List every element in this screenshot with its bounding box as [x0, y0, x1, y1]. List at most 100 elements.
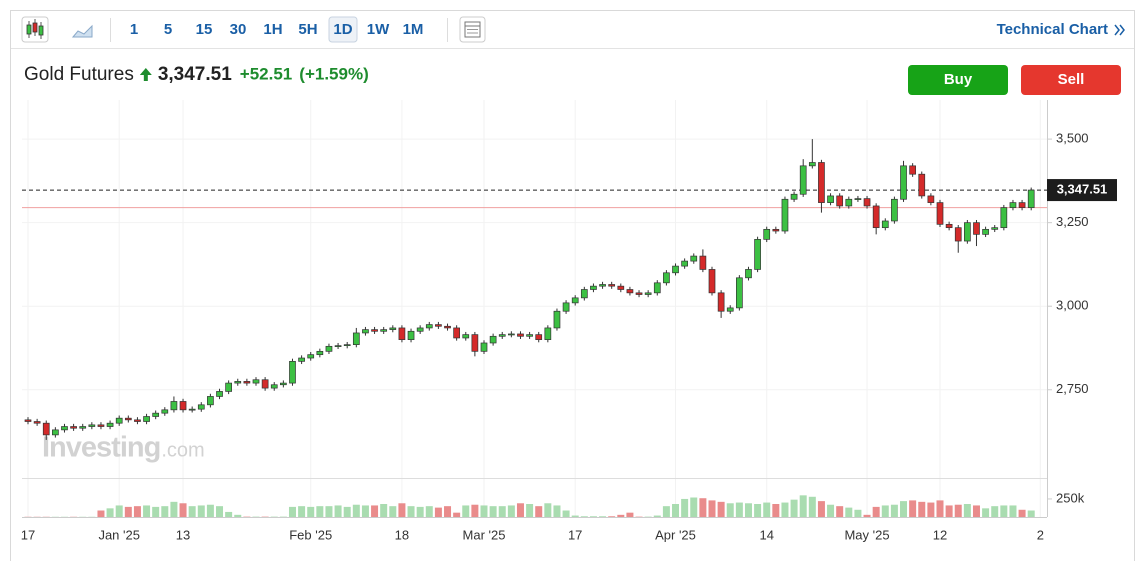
- candle-body: [891, 198, 898, 222]
- table-icon[interactable]: [459, 16, 486, 43]
- candle-body: [781, 198, 789, 232]
- interval-button[interactable]: 5: [164, 21, 172, 38]
- candle-body: [517, 333, 524, 337]
- candle-body: [508, 333, 515, 336]
- last-price-tag: [1047, 179, 1117, 202]
- volume-bar: [699, 498, 707, 517]
- candle-body: [389, 327, 397, 330]
- volume-bar: [626, 512, 634, 517]
- candle-body: [544, 327, 552, 340]
- volume-bar: [516, 503, 524, 517]
- interval-button[interactable]: 1H: [263, 21, 282, 38]
- candle-body: [197, 404, 205, 410]
- candle-body: [234, 381, 242, 384]
- x-tick-label: 12: [933, 527, 947, 542]
- candle-body: [61, 426, 68, 431]
- volume-bar: [681, 498, 689, 517]
- candle-body: [352, 332, 360, 345]
- x-tick-label: 2: [1037, 527, 1044, 542]
- buy-label[interactable]: Buy: [944, 71, 973, 88]
- interval-button[interactable]: 5H: [298, 21, 317, 38]
- volume-bar: [863, 514, 871, 517]
- candle-body: [635, 292, 643, 295]
- interval-button[interactable]: 1: [130, 21, 138, 38]
- sell-label[interactable]: Sell: [1058, 71, 1085, 88]
- candle-body: [134, 419, 141, 422]
- volume-bar: [489, 506, 497, 517]
- candle-body: [918, 173, 926, 197]
- last-price: 3,347.51: [158, 64, 232, 85]
- volume-bar: [754, 504, 762, 517]
- volume-bar: [316, 506, 324, 517]
- candle-body: [909, 165, 916, 175]
- volume-bar: [672, 504, 680, 517]
- volume-bar: [389, 506, 397, 517]
- candle-body: [1027, 189, 1035, 208]
- candle-body: [708, 269, 716, 294]
- candle-body: [24, 419, 32, 422]
- volume-bar: [890, 504, 898, 517]
- candle-body: [143, 416, 150, 422]
- y-tick-label: 3,500: [1056, 131, 1089, 146]
- volume-bar: [909, 500, 917, 517]
- volume-bar: [453, 512, 461, 517]
- candle-body: [435, 324, 442, 327]
- candle-body: [982, 228, 989, 235]
- buy-button-bg[interactable]: [908, 65, 1008, 95]
- volume-bar: [188, 506, 196, 517]
- volume-bar: [854, 509, 862, 517]
- y-tick-label: 3,000: [1056, 298, 1089, 313]
- candle-body: [562, 302, 570, 312]
- candle-body: [70, 426, 77, 429]
- interval-button[interactable]: 15: [196, 21, 213, 38]
- volume-bar: [161, 506, 169, 517]
- sell-button[interactable]: Sell: [1021, 65, 1121, 95]
- sell-button-bg[interactable]: [1021, 65, 1121, 95]
- interval-button[interactable]: 1M: [403, 21, 424, 38]
- candle-body: [526, 334, 533, 337]
- candle-icon[interactable]: [21, 16, 49, 43]
- candle-body: [270, 384, 278, 389]
- volume-bar: [325, 506, 333, 517]
- volume-bar: [352, 504, 360, 517]
- volume-bar: [124, 506, 132, 517]
- volume-tick-label: 250k: [1056, 490, 1085, 505]
- volume-bar: [507, 505, 515, 517]
- candle-body: [52, 429, 59, 436]
- buy-button[interactable]: Buy: [908, 65, 1008, 95]
- volume-bar: [1018, 509, 1026, 517]
- candle-body: [407, 330, 415, 340]
- area-icon[interactable]: [71, 24, 93, 38]
- candle-body: [535, 334, 543, 340]
- volume-bar: [288, 506, 296, 517]
- interval-button[interactable]: 30: [230, 21, 247, 38]
- candle-body: [881, 220, 889, 229]
- volume-bar: [416, 506, 424, 517]
- volume-bar: [963, 504, 971, 517]
- volume-bar: [900, 501, 908, 517]
- volume-bar: [790, 499, 798, 517]
- candle-body: [42, 422, 50, 436]
- candle-body: [471, 334, 479, 352]
- volume-bar: [462, 505, 470, 517]
- candle-body: [991, 227, 999, 230]
- volume-bar: [298, 506, 306, 517]
- candle-body: [161, 409, 169, 414]
- volume-bar: [216, 506, 224, 517]
- x-tick-label: 14: [759, 527, 773, 542]
- volume-bar: [772, 504, 780, 517]
- candle-body: [845, 198, 853, 207]
- volume-bar: [571, 515, 579, 517]
- interval-button[interactable]: 1D: [333, 21, 352, 38]
- volume-bar: [954, 504, 962, 517]
- interval-button[interactable]: 1W: [367, 21, 390, 38]
- volume-bar: [444, 506, 452, 517]
- volume-bar: [398, 503, 406, 517]
- technical-chart-link[interactable]: Technical Chart: [997, 21, 1108, 38]
- candle-body: [298, 357, 305, 362]
- volume-bar: [544, 503, 552, 517]
- volume-bar: [562, 510, 570, 517]
- y-tick-label: 2,750: [1056, 381, 1089, 396]
- volume-bar: [945, 505, 953, 517]
